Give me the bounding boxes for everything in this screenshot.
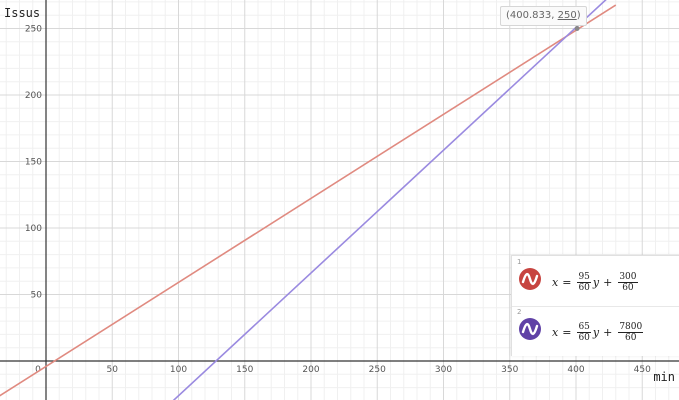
x-tick-label: 50	[107, 365, 119, 375]
series-line	[0, 4, 617, 397]
x-tick-label: 200	[302, 365, 319, 375]
formula-variable: y	[592, 325, 600, 339]
x-tick-label: 150	[236, 365, 253, 375]
wave-icon[interactable]	[519, 318, 541, 340]
formula-plus: +	[603, 275, 613, 289]
fraction-numerator: 300	[618, 271, 638, 283]
fraction-numerator: 95	[577, 271, 591, 283]
x-tick-label: 300	[435, 365, 452, 375]
fraction: 300 60	[618, 271, 638, 293]
x-tick-label: 0	[35, 365, 41, 375]
point-close-paren: )	[576, 10, 581, 21]
point-y-value: 250	[557, 10, 577, 21]
point-open-paren: (	[506, 10, 510, 21]
expression-row[interactable]: 2 x = 65 60 y + 7800 60	[512, 306, 679, 356]
wave-icon[interactable]	[519, 268, 541, 290]
point-separator: ,	[551, 10, 558, 21]
x-axis-label: min	[653, 370, 675, 384]
fraction-denominator: 60	[578, 282, 590, 293]
y-tick-label: 100	[25, 224, 42, 234]
expression-row[interactable]: 1 x = 95 60 y + 300 60	[512, 256, 679, 307]
formula-lhs: x	[552, 275, 559, 289]
y-tick-label: 200	[25, 91, 42, 101]
formula-variable: y	[592, 275, 600, 289]
x-tick-label: 400	[567, 365, 584, 375]
formula-equals: =	[562, 275, 572, 289]
fraction-denominator: 60	[625, 332, 637, 343]
series-line	[172, 0, 607, 400]
expression-formula[interactable]: x = 95 60 y + 300 60	[552, 268, 640, 296]
x-tick-label: 450	[634, 365, 651, 375]
intersection-point	[574, 26, 580, 31]
y-tick-label: 250	[25, 25, 42, 35]
point-x-value: 400.833	[509, 10, 552, 21]
y-axis-label: Issus	[4, 6, 40, 20]
x-tick-label: 100	[170, 365, 187, 375]
fraction-numerator: 65	[577, 321, 591, 333]
expression-index: 1	[517, 258, 522, 266]
y-tick-label: 150	[25, 158, 42, 168]
fraction-denominator: 60	[622, 282, 634, 293]
x-tick-label: 250	[369, 365, 386, 375]
expression-formula[interactable]: x = 65 60 y + 7800 60	[552, 318, 645, 346]
formula-lhs: x	[552, 325, 559, 339]
intersection-point-label: (400.833, 250)	[500, 6, 587, 26]
formula-equals: =	[562, 325, 572, 339]
expression-list: 1 x = 95 60 y + 300 60 2 x = 65 60 y	[511, 255, 679, 356]
fraction-numerator: 7800	[618, 321, 644, 333]
expression-index: 2	[517, 308, 522, 316]
fraction: 65 60	[577, 321, 591, 343]
fraction: 7800 60	[618, 321, 644, 343]
fraction: 95 60	[577, 271, 591, 293]
x-tick-label: 350	[501, 365, 518, 375]
fraction-denominator: 60	[578, 332, 590, 343]
formula-plus: +	[603, 325, 613, 339]
y-tick-label: 50	[31, 291, 43, 301]
